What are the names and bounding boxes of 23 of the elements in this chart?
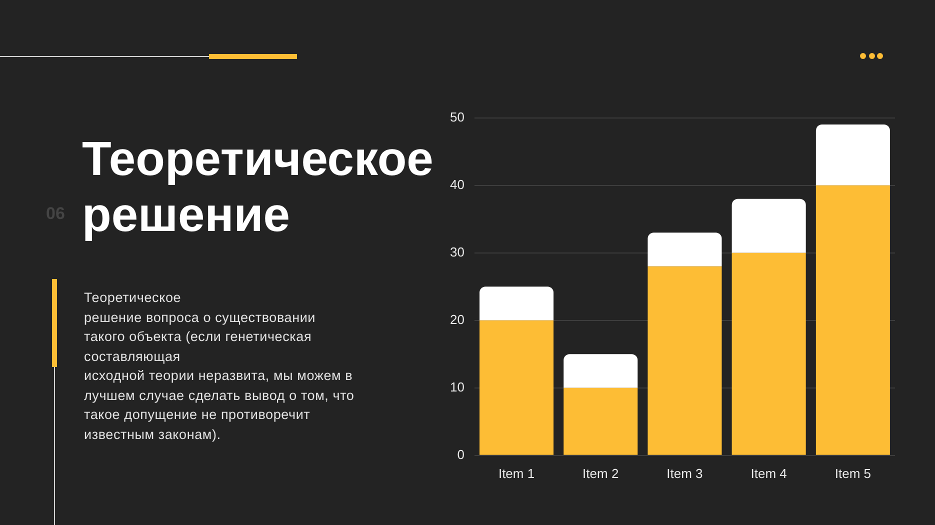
bar <box>564 354 638 388</box>
y-tick-label: 0 <box>457 446 464 462</box>
bar <box>480 286 554 320</box>
x-tick-label: Item 1 <box>498 466 535 481</box>
bar <box>648 232 722 266</box>
bar <box>816 124 890 186</box>
y-tick-label: 50 <box>450 109 464 124</box>
bar <box>648 266 722 455</box>
text: Теоретическое решение вопроса о существовании такого объекта (если генетическая составляющая исходной теории неразвита, мы можем в лучшем случае сделать вывод о том, что такое допущение не противоречит известным законам). <box>84 289 354 444</box>
text: Теоретическое решение <box>82 132 434 244</box>
bar <box>480 320 554 455</box>
x-tick-label: Item 3 <box>666 466 703 481</box>
x-tick-label: Item 4 <box>750 466 787 481</box>
y-tick-label: 20 <box>450 312 464 327</box>
bar <box>732 252 806 455</box>
y-tick-label: 40 <box>450 176 464 192</box>
x-tick-label: Item 2 <box>582 466 619 481</box>
bar <box>732 198 806 253</box>
x-tick-label: Item 5 <box>834 466 872 481</box>
bar <box>816 185 890 455</box>
y-tick-label: 30 <box>450 244 464 260</box>
bar <box>564 388 638 455</box>
y-tick-label: 10 <box>450 379 464 394</box>
